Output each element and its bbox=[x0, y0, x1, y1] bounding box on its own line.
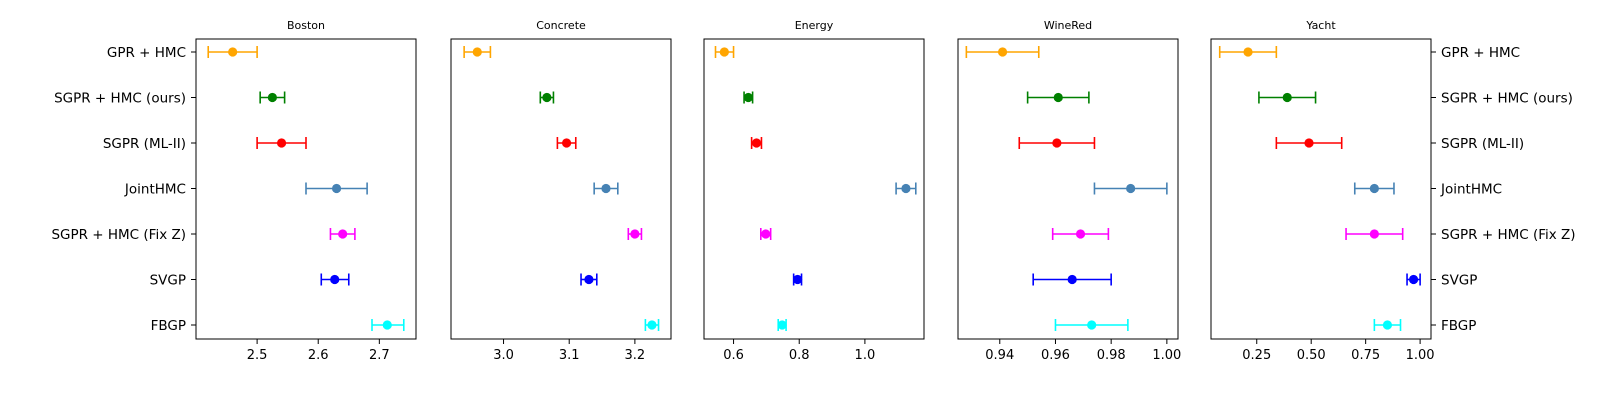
xtick-label-boston-2: 2.7 bbox=[369, 348, 390, 363]
point-winered-sgpr-hmc-fix-z bbox=[1075, 229, 1086, 239]
xtick-label-energy-2: 1.0 bbox=[855, 348, 876, 363]
panel-frame-winered bbox=[957, 38, 1179, 340]
xtick-label-energy-0: 0.6 bbox=[723, 348, 744, 363]
point-energy-sgpr-ml-ii bbox=[751, 138, 762, 148]
xtick-label-energy-1: 0.8 bbox=[789, 348, 810, 363]
xtick-label-yacht-1: 0.50 bbox=[1297, 348, 1326, 363]
point-boston-gpr-hmc bbox=[228, 47, 238, 57]
ytick-label-left-jointhmc: JointHMC bbox=[124, 182, 186, 198]
ytick-label-left-svgp: SVGP bbox=[150, 273, 186, 289]
xtick-label-yacht-2: 0.75 bbox=[1351, 348, 1380, 363]
point-energy-fbgp bbox=[777, 320, 787, 330]
xtick-label-yacht-3: 1.00 bbox=[1406, 348, 1435, 363]
point-energy-sgpr-hmc-ours bbox=[743, 92, 753, 103]
point-concrete-svgp bbox=[584, 274, 594, 285]
point-winered-svgp bbox=[1067, 274, 1077, 285]
point-yacht-gpr-hmc bbox=[1243, 47, 1253, 57]
xtick-label-winered-0: 0.94 bbox=[985, 348, 1014, 363]
ytick-label-left-gpr-hmc: GPR + HMC bbox=[107, 45, 186, 61]
xtick-label-boston-1: 2.6 bbox=[308, 348, 329, 363]
point-yacht-sgpr-ml-ii bbox=[1304, 138, 1314, 148]
xtick-label-yacht-0: 0.25 bbox=[1242, 348, 1271, 363]
point-concrete-sgpr-ml-ii bbox=[561, 138, 572, 148]
point-yacht-fbgp bbox=[1382, 320, 1393, 330]
point-yacht-jointhmc bbox=[1369, 183, 1379, 194]
ytick-label-left-sgpr-hmc-ours: SGPR + HMC (ours) bbox=[54, 91, 186, 107]
point-energy-sgpr-hmc-fix-z bbox=[761, 229, 771, 239]
point-yacht-svgp bbox=[1408, 274, 1419, 285]
panel-frame-yacht bbox=[1210, 38, 1432, 340]
point-energy-jointhmc bbox=[901, 183, 911, 194]
panel-frame-boston bbox=[195, 38, 417, 340]
xtick-label-concrete-0: 3.0 bbox=[493, 348, 514, 363]
point-boston-sgpr-hmc-fix-z bbox=[338, 229, 348, 239]
xtick-label-concrete-2: 3.2 bbox=[625, 348, 646, 363]
xtick-label-concrete-1: 3.1 bbox=[559, 348, 580, 363]
point-concrete-fbgp bbox=[647, 320, 657, 330]
point-concrete-jointhmc bbox=[601, 183, 611, 194]
point-winered-fbgp bbox=[1087, 320, 1097, 330]
point-winered-sgpr-ml-ii bbox=[1052, 138, 1062, 148]
ytick-label-left-sgpr-ml-ii: SGPR (ML-II) bbox=[103, 136, 186, 152]
panel-title-concrete: Concrete bbox=[536, 19, 586, 32]
xtick-label-winered-1: 0.96 bbox=[1041, 348, 1070, 363]
ytick-label-right-jointhmc: JointHMC bbox=[1440, 182, 1502, 198]
point-yacht-sgpr-hmc-ours bbox=[1282, 92, 1292, 103]
point-boston-sgpr-hmc-ours bbox=[267, 92, 277, 103]
panel-title-yacht: Yacht bbox=[1305, 19, 1336, 32]
ytick-label-right-sgpr-hmc-ours: SGPR + HMC (ours) bbox=[1441, 91, 1573, 107]
point-winered-sgpr-hmc-ours bbox=[1053, 92, 1063, 103]
point-concrete-sgpr-hmc-fix-z bbox=[630, 229, 640, 239]
point-winered-gpr-hmc bbox=[997, 47, 1008, 57]
point-energy-gpr-hmc bbox=[719, 47, 729, 57]
panel-title-winered: WineRed bbox=[1044, 19, 1092, 32]
xtick-label-winered-3: 1.00 bbox=[1152, 348, 1181, 363]
point-boston-fbgp bbox=[382, 320, 392, 330]
point-yacht-sgpr-hmc-fix-z bbox=[1369, 229, 1379, 239]
ytick-label-right-svgp: SVGP bbox=[1441, 273, 1477, 289]
ytick-label-left-sgpr-hmc-fix-z: SGPR + HMC (Fix Z) bbox=[51, 227, 186, 243]
panel-frame-concrete bbox=[450, 38, 672, 340]
panel-title-boston: Boston bbox=[287, 19, 325, 32]
point-boston-sgpr-ml-ii bbox=[276, 138, 287, 148]
point-boston-svgp bbox=[330, 274, 340, 285]
xtick-label-boston-0: 2.5 bbox=[247, 348, 268, 363]
point-winered-jointhmc bbox=[1126, 183, 1136, 194]
point-concrete-sgpr-hmc-ours bbox=[542, 92, 552, 103]
point-concrete-gpr-hmc bbox=[472, 47, 482, 57]
ytick-label-right-sgpr-ml-ii: SGPR (ML-II) bbox=[1441, 136, 1524, 152]
panel-frame-energy bbox=[703, 38, 925, 340]
xtick-label-winered-2: 0.98 bbox=[1097, 348, 1126, 363]
ytick-label-left-fbgp: FBGP bbox=[151, 318, 186, 334]
ytick-label-right-sgpr-hmc-fix-z: SGPR + HMC (Fix Z) bbox=[1441, 227, 1576, 243]
panel-title-energy: Energy bbox=[795, 19, 834, 32]
ytick-label-right-fbgp: FBGP bbox=[1441, 318, 1476, 334]
ytick-label-right-gpr-hmc: GPR + HMC bbox=[1441, 45, 1520, 61]
point-boston-jointhmc bbox=[331, 183, 342, 194]
point-energy-svgp bbox=[792, 274, 803, 285]
